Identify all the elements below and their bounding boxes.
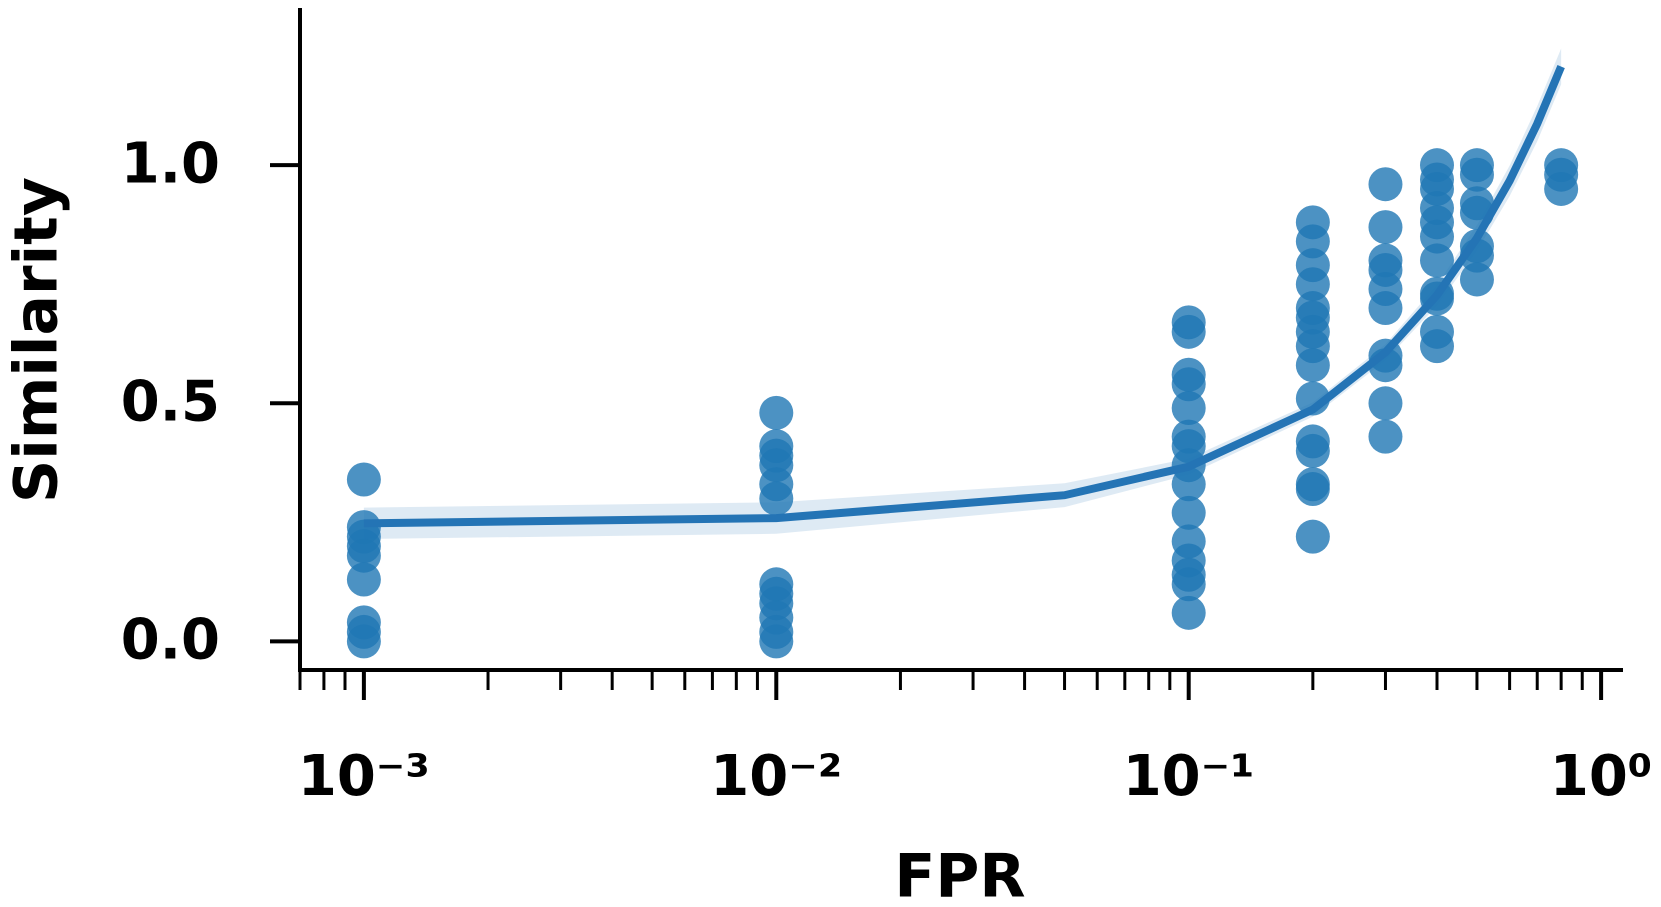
x-tick-label: 10⁰ (1550, 744, 1652, 809)
y-axis-label: Similarity (2, 177, 72, 503)
point (346, 562, 381, 597)
point (1171, 495, 1206, 530)
point (1171, 314, 1206, 349)
point (1368, 419, 1403, 454)
point (1295, 519, 1330, 554)
point (759, 481, 794, 516)
fit-line (363, 65, 1565, 528)
point (1419, 329, 1454, 364)
point (1419, 219, 1454, 254)
point (759, 395, 794, 430)
point (1295, 348, 1330, 383)
point (1295, 267, 1330, 302)
point (1368, 386, 1403, 421)
point (1171, 467, 1206, 502)
point (1419, 243, 1454, 278)
point (1171, 391, 1206, 426)
point (346, 538, 381, 573)
y-tick-label: 1.0 (121, 131, 220, 196)
point (1368, 291, 1403, 326)
point (1459, 262, 1494, 297)
point (1295, 472, 1330, 507)
point (759, 624, 794, 659)
x-axis-label: FPR (894, 842, 1025, 907)
point (1171, 567, 1206, 602)
point (1171, 595, 1206, 630)
point (1295, 433, 1330, 468)
point (1368, 210, 1403, 245)
y-tick-label: 0.0 (121, 608, 220, 673)
point (1368, 167, 1403, 202)
point (1171, 367, 1206, 402)
y-tick-label: 0.5 (121, 369, 220, 434)
point (346, 624, 381, 659)
point (1459, 157, 1494, 192)
x-tick-label: 10⁻³ (298, 744, 430, 809)
point (1295, 224, 1330, 259)
point (1544, 171, 1579, 206)
x-tick-label: 10⁻² (710, 744, 842, 809)
point (346, 462, 381, 497)
x-tick-label: 10⁻¹ (1123, 744, 1255, 809)
